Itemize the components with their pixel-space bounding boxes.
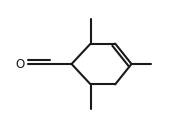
Text: O: O — [15, 57, 24, 71]
